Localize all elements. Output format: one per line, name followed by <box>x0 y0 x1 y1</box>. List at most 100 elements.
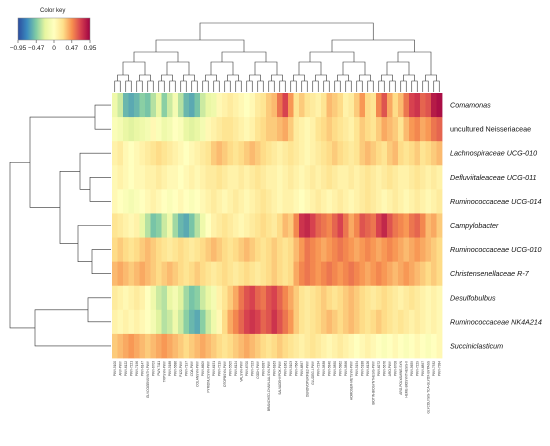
column-dendrogram-branch <box>293 74 305 81</box>
heatmap-cell <box>178 189 184 214</box>
heatmap-cell <box>354 213 360 238</box>
heatmap-cell <box>128 309 135 335</box>
heatmap-cell <box>128 165 135 190</box>
heatmap-cell <box>222 309 228 335</box>
heatmap-cell <box>365 189 371 214</box>
heatmap-cell <box>398 309 404 335</box>
column-label: BIOTIN-BIOSYNTHESIS-PWY <box>371 360 375 404</box>
color-key-tick-label: −0.47 <box>28 45 45 52</box>
heatmap-cell <box>337 141 344 166</box>
heatmap-cell <box>293 237 300 263</box>
heatmap-cell <box>216 141 223 166</box>
heatmap-cell <box>260 309 267 335</box>
heatmap-cell <box>387 93 393 118</box>
heatmap-cell <box>178 117 184 142</box>
heatmap-cell <box>238 285 245 311</box>
column-label: OTOPBSYN-PWY <box>223 360 227 387</box>
heatmap-cell <box>436 117 443 142</box>
heatmap-cell <box>343 285 349 311</box>
column-label: PWY-7196 <box>135 361 139 376</box>
row-label: Campylobacter <box>450 221 499 230</box>
heatmap-cell <box>145 165 151 190</box>
row-label: Defluviitaleaceae UCG-011 <box>450 173 537 182</box>
heatmap-cell <box>288 189 294 214</box>
heatmap-cell <box>194 309 201 335</box>
heatmap-cell <box>343 93 349 118</box>
heatmap-cell <box>128 213 135 238</box>
heatmap-cell <box>409 285 415 311</box>
heatmap-cell <box>354 165 360 190</box>
heatmap-cell <box>134 261 140 287</box>
column-dendrogram-branch <box>331 39 415 52</box>
column-dendrogram-branch <box>155 39 245 52</box>
heatmap-cell <box>227 117 234 142</box>
heatmap-cell <box>233 93 239 118</box>
heatmap-cell <box>260 189 267 214</box>
color-key-gradient-bar <box>17 17 91 41</box>
heatmap-cell <box>139 141 146 166</box>
heatmap-cell <box>370 165 377 190</box>
heatmap-cell <box>117 117 124 142</box>
column-label: PWY-6897 <box>421 361 425 376</box>
row-dendrogram-branch <box>29 116 95 208</box>
heatmap-cell <box>150 237 157 263</box>
column-dendrogram-branch <box>323 80 330 92</box>
heatmap-cell <box>282 213 289 238</box>
heatmap-cell <box>409 213 415 238</box>
heatmap-cell <box>409 93 415 118</box>
heatmap-cell <box>381 237 388 263</box>
heatmap-cell <box>255 261 261 287</box>
heatmap-cell <box>112 93 118 118</box>
heatmap-cell <box>222 285 228 311</box>
heatmap-cell <box>156 93 162 118</box>
heatmap-cell <box>348 141 355 166</box>
row-dendrogram <box>9 104 111 347</box>
heatmap-cell <box>189 117 195 142</box>
heatmap-cell <box>310 333 316 359</box>
heatmap-cell <box>381 309 388 335</box>
heatmap-cell <box>249 285 256 311</box>
heatmap-cell <box>414 165 421 190</box>
column-dendrogram-branch <box>367 80 374 92</box>
column-label: PWY-7384 <box>437 361 441 376</box>
heatmap-cell <box>200 189 206 214</box>
heatmap-cell <box>134 117 140 142</box>
heatmap-cell <box>376 309 382 335</box>
heatmap-cell <box>123 141 129 166</box>
column-label: PWY-5850 <box>333 361 337 376</box>
column-label: PWY-7221 <box>129 361 133 376</box>
heatmap-cell <box>436 285 443 311</box>
heatmap-cell <box>387 189 393 214</box>
heatmap-cell <box>315 117 322 142</box>
heatmap-cell <box>370 333 377 359</box>
heatmap-cell <box>189 285 195 311</box>
column-dendrogram-branch <box>342 61 366 75</box>
heatmap-cell <box>227 213 234 238</box>
heatmap-cell <box>376 261 382 287</box>
column-label: PWY-6703 <box>151 361 155 376</box>
heatmap-cell <box>370 213 377 238</box>
heatmap-cell <box>139 93 146 118</box>
heatmap-cell <box>420 141 426 166</box>
column-label: PWY-6700 <box>245 361 249 376</box>
heatmap-cell <box>398 237 404 263</box>
heatmap-cell <box>112 333 118 359</box>
heatmap-cell <box>156 189 162 214</box>
heatmap-cell <box>420 237 426 263</box>
column-dendrogram-branch <box>191 80 198 92</box>
heatmap-cell <box>139 117 146 142</box>
heatmap-cell <box>387 237 393 263</box>
column-dendrogram-branch <box>356 80 363 92</box>
heatmap-cell <box>337 261 344 287</box>
heatmap-cell <box>117 165 124 190</box>
heatmap-cell <box>337 309 344 335</box>
column-dendrogram-branch <box>139 74 151 81</box>
heatmap-cell <box>222 141 228 166</box>
heatmap-cell <box>150 261 157 287</box>
heatmap-cell <box>420 117 426 142</box>
heatmap-cell <box>354 261 360 287</box>
heatmap-cell <box>409 141 415 166</box>
heatmap-cell <box>167 93 173 118</box>
heatmap-cell <box>299 189 305 214</box>
